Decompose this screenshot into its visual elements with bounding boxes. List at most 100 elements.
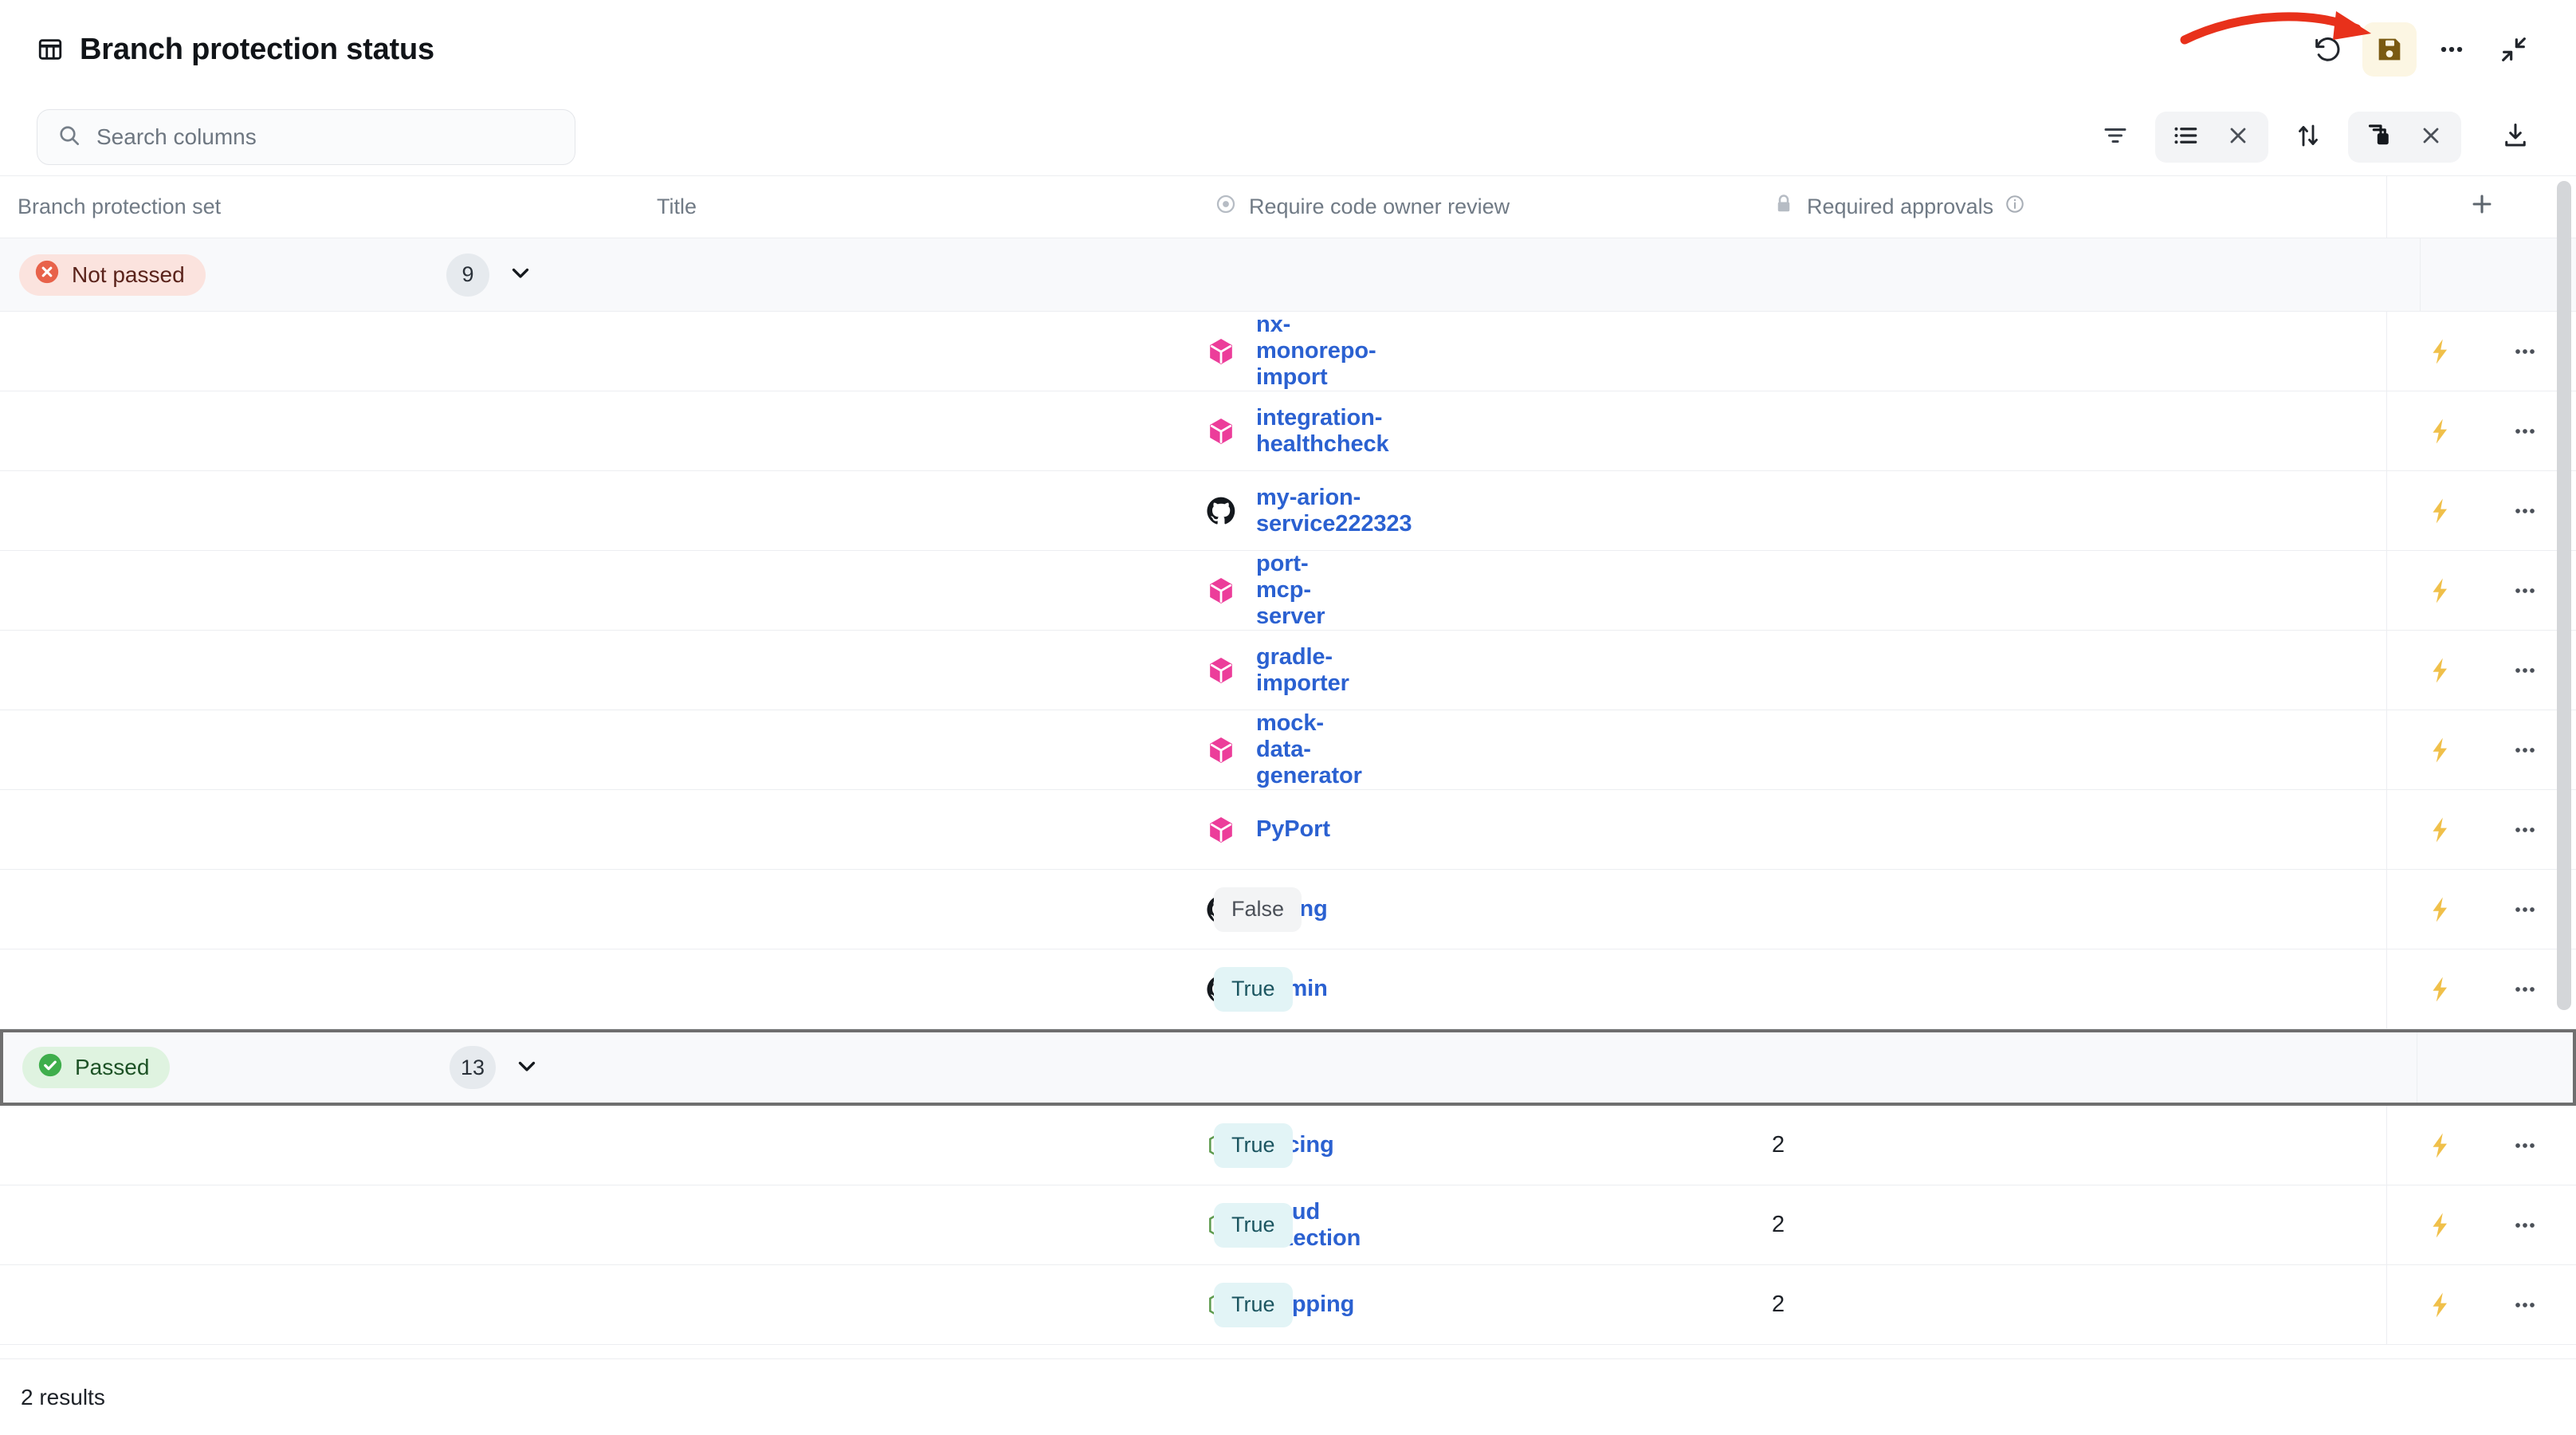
lightning-bolt-icon[interactable] bbox=[2425, 655, 2455, 686]
table-row[interactable]: Pricing True 2 bbox=[0, 1106, 2576, 1185]
table-row[interactable]: mock-data-generator bbox=[0, 710, 2576, 790]
group-count-group[interactable]: 13 bbox=[450, 1046, 540, 1089]
row-menu-button[interactable] bbox=[2511, 337, 2539, 366]
lightning-bolt-icon[interactable] bbox=[2425, 894, 2455, 925]
target-icon bbox=[1214, 192, 1238, 222]
cell-title: Shipping bbox=[630, 1265, 1354, 1344]
group-count-group[interactable]: 9 bbox=[446, 253, 534, 297]
chevron-down-icon[interactable] bbox=[507, 259, 534, 290]
boolean-badge: True bbox=[1214, 1202, 1293, 1248]
row-title-link[interactable]: port-mcp-server bbox=[1256, 551, 1325, 629]
layers-pill bbox=[2348, 112, 2461, 163]
table-row[interactable]: AdminTrue bbox=[0, 949, 2576, 1029]
table-row[interactable]: gradle-importer bbox=[0, 631, 2576, 710]
row-menu-button[interactable] bbox=[2511, 497, 2539, 525]
row-title-link[interactable]: mock-data-generator bbox=[1256, 710, 1362, 788]
add-column-button[interactable] bbox=[2387, 176, 2576, 238]
row-menu-button[interactable] bbox=[2511, 1131, 2539, 1160]
more-options-button[interactable] bbox=[2425, 22, 2479, 77]
filter-button[interactable] bbox=[2090, 112, 2141, 163]
lightning-bolt-icon[interactable] bbox=[2425, 496, 2455, 526]
row-menu-button[interactable] bbox=[2511, 576, 2539, 605]
boolean-badge: False bbox=[1214, 887, 1302, 932]
row-title-link[interactable]: my-arion-service222323 bbox=[1256, 484, 1412, 537]
search-icon bbox=[57, 123, 82, 152]
column-header-required-approvals[interactable]: Required approvals bbox=[1757, 176, 2387, 238]
cell-row-actions bbox=[2387, 1265, 2576, 1344]
revert-button[interactable] bbox=[2300, 22, 2354, 77]
table-row[interactable]: my-arion-service222323 bbox=[0, 471, 2576, 551]
column-header-title[interactable]: Title bbox=[630, 176, 1200, 238]
lightning-bolt-icon[interactable] bbox=[2425, 815, 2455, 845]
table-row[interactable]: RatingFalse bbox=[0, 870, 2576, 949]
cell-require-code-owner-review: True bbox=[1200, 949, 1757, 1028]
column-header-require-code-owner-review[interactable]: Require code owner review bbox=[1200, 176, 1757, 238]
table-row[interactable]: nx-monorepo-import bbox=[0, 312, 2576, 391]
lightning-bolt-icon[interactable] bbox=[2425, 1210, 2455, 1240]
row-title-link[interactable]: gradle-importer bbox=[1256, 643, 1349, 696]
row-menu-button[interactable] bbox=[2511, 656, 2539, 685]
cell-require-code-owner-review: True bbox=[1200, 1185, 1757, 1264]
x-circle-icon bbox=[33, 258, 61, 291]
group-by-button[interactable] bbox=[2160, 112, 2211, 163]
sort-button[interactable] bbox=[2283, 112, 2334, 163]
chevron-down-icon[interactable] bbox=[513, 1052, 540, 1083]
clear-group-by-button[interactable] bbox=[2213, 112, 2264, 163]
row-menu-button[interactable] bbox=[2511, 1211, 2539, 1240]
row-menu-button[interactable] bbox=[2511, 736, 2539, 765]
cell-row-actions bbox=[2387, 631, 2576, 710]
cell-required-approvals bbox=[1757, 312, 2387, 391]
layers-button[interactable] bbox=[2353, 112, 2404, 163]
table-row[interactable]: PyPort bbox=[0, 790, 2576, 870]
status-badge: Passed bbox=[22, 1047, 171, 1088]
collapse-button[interactable] bbox=[2487, 22, 2541, 77]
search-input[interactable] bbox=[96, 124, 556, 150]
vertical-scrollbar[interactable] bbox=[2557, 181, 2571, 1010]
row-menu-button[interactable] bbox=[2511, 1291, 2539, 1319]
required-approvals-value: 2 bbox=[1772, 1212, 1785, 1237]
search-columns-box[interactable] bbox=[37, 109, 575, 165]
lightning-bolt-icon[interactable] bbox=[2425, 336, 2455, 367]
lightning-bolt-icon[interactable] bbox=[2425, 735, 2455, 765]
row-title-link[interactable]: PyPort bbox=[1256, 816, 1330, 842]
ellipsis-icon bbox=[2436, 33, 2468, 65]
row-menu-button[interactable] bbox=[2511, 417, 2539, 446]
row-menu-button[interactable] bbox=[2511, 975, 2539, 1004]
group-header-row[interactable]: Passed 13 bbox=[0, 1029, 2576, 1106]
required-approvals-value: 2 bbox=[1772, 1292, 1785, 1317]
table-row[interactable]: integration-healthcheck bbox=[0, 391, 2576, 471]
revert-icon bbox=[2311, 33, 2343, 65]
status-badge: Not passed bbox=[19, 254, 206, 296]
save-button[interactable] bbox=[2362, 22, 2417, 77]
table-row[interactable]: Shipping True 2 bbox=[0, 1265, 2576, 1345]
group-status: Passed bbox=[3, 1047, 450, 1088]
page-title: Branch protection status bbox=[80, 32, 434, 66]
cell-title: my-arion-service222323 bbox=[630, 471, 1412, 550]
row-title-link[interactable]: integration-healthcheck bbox=[1256, 404, 1389, 457]
row-menu-button[interactable] bbox=[2511, 895, 2539, 924]
data-table: Branch protection set Title Require code… bbox=[0, 175, 2576, 1358]
lightning-bolt-icon[interactable] bbox=[2425, 576, 2455, 606]
cell-row-actions bbox=[2387, 551, 2576, 630]
filter-icon bbox=[2101, 121, 2130, 154]
cell-required-approvals bbox=[1757, 870, 2387, 949]
cell-required-approvals bbox=[1757, 391, 2387, 470]
info-icon[interactable] bbox=[2005, 194, 2025, 220]
table-toolbar bbox=[0, 99, 2576, 175]
column-header-branch-protection-set[interactable]: Branch protection set bbox=[0, 176, 630, 238]
lightning-bolt-icon[interactable] bbox=[2425, 416, 2455, 446]
github-icon bbox=[1205, 495, 1237, 527]
group-header-row[interactable]: Not passed 9 bbox=[0, 238, 2576, 312]
cell-row-actions bbox=[2387, 949, 2576, 1028]
sort-icon bbox=[2294, 121, 2323, 154]
lightning-bolt-icon[interactable] bbox=[2425, 1130, 2455, 1161]
lightning-bolt-icon[interactable] bbox=[2425, 974, 2455, 1005]
cell-title: PyPort bbox=[630, 790, 1330, 869]
row-menu-button[interactable] bbox=[2511, 816, 2539, 844]
download-button[interactable] bbox=[2490, 112, 2541, 163]
table-row[interactable]: port-mcp-server bbox=[0, 551, 2576, 631]
row-title-link[interactable]: nx-monorepo-import bbox=[1256, 312, 1376, 390]
lightning-bolt-icon[interactable] bbox=[2425, 1290, 2455, 1320]
clear-layers-button[interactable] bbox=[2405, 112, 2456, 163]
